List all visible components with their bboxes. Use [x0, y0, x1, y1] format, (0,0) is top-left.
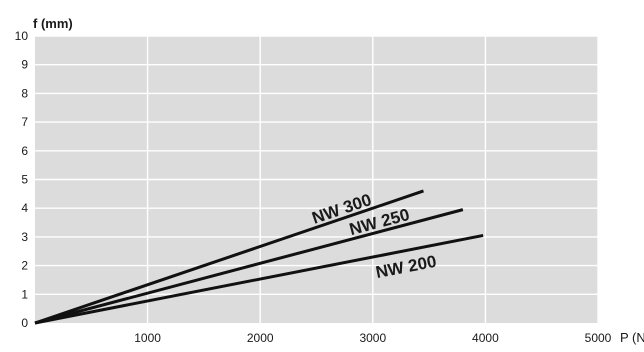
y-tick-label: 9	[21, 58, 28, 72]
y-tick-label: 3	[21, 230, 28, 244]
series-lines	[34, 189, 484, 325]
x-tick-label: 4000	[472, 331, 499, 345]
y-tick-label: 1	[21, 287, 28, 301]
x-tick-label: 3000	[359, 331, 386, 345]
y-tick-label: 2	[21, 259, 28, 273]
y-tick-label: 8	[21, 86, 28, 100]
series-line	[34, 208, 464, 325]
y-tick-label: 7	[21, 115, 28, 129]
y-tick-label: 0	[21, 316, 28, 330]
x-tick-label: 5000	[585, 331, 612, 345]
series-line	[34, 189, 424, 325]
grid	[35, 35, 599, 323]
y-axis-label: f (mm)	[33, 16, 73, 31]
series-line	[34, 233, 484, 325]
tick-labels: 0 1 2 3 4 5 6 7 8 9 10 1000 2000 3000 4000 5000	[15, 29, 612, 345]
y-tick-label: 10	[15, 29, 29, 43]
y-tick-label: 5	[21, 173, 28, 187]
x-tick-label: 1000	[134, 331, 161, 345]
x-tick-label: 2000	[247, 331, 274, 345]
x-axis-label: P (N)	[620, 330, 644, 345]
y-tick-label: 4	[21, 201, 28, 215]
y-tick-label: 6	[21, 144, 28, 158]
